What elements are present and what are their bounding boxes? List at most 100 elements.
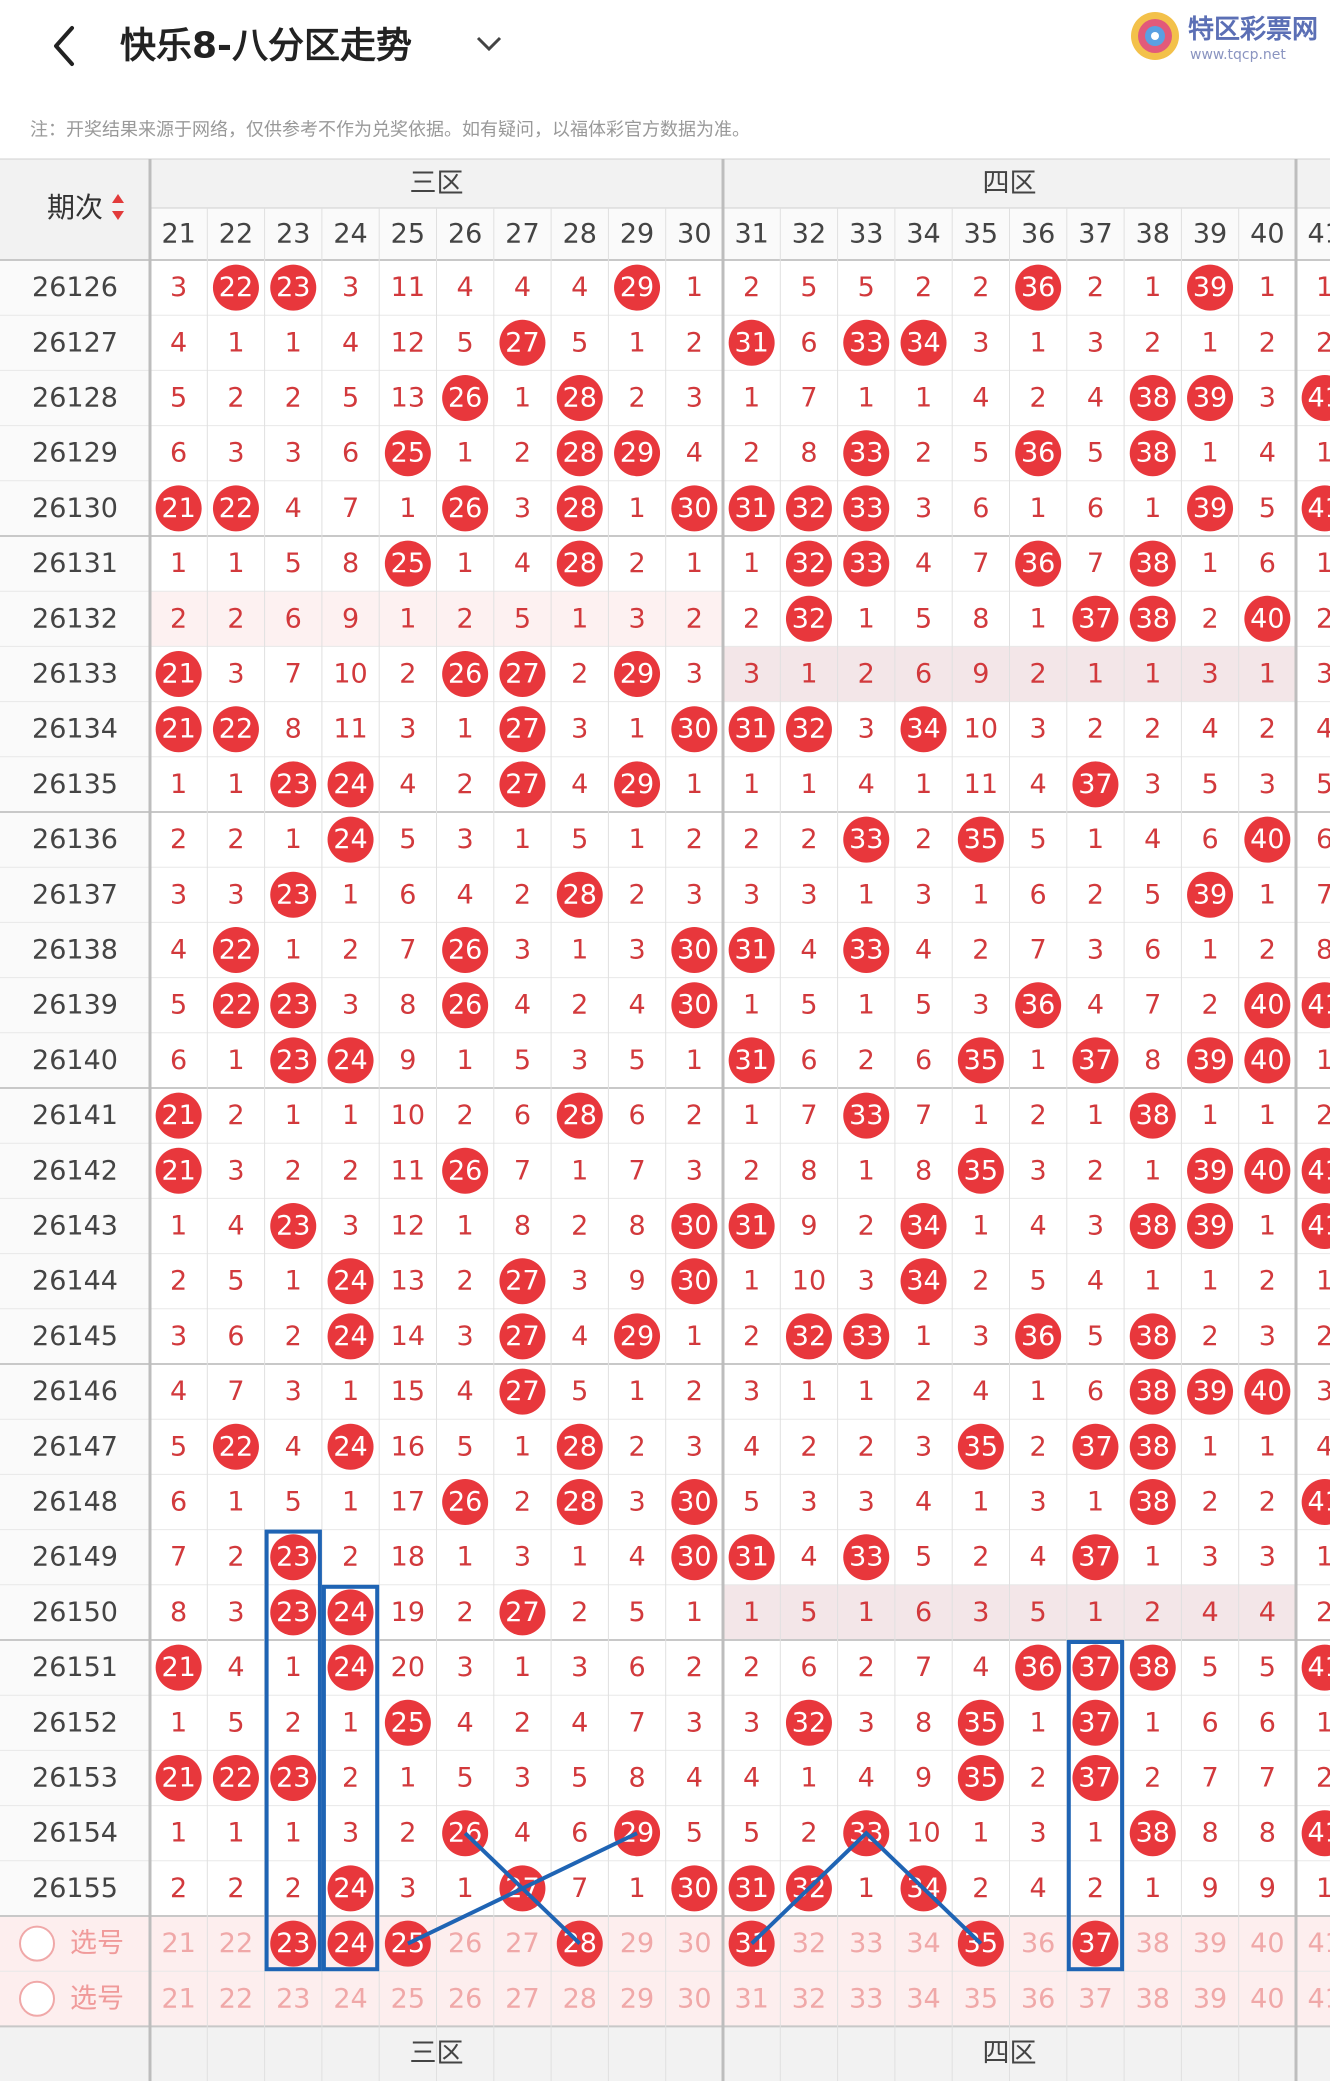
select-number[interactable]: 41 (1307, 1983, 1330, 2014)
miss-count: 3 (342, 272, 359, 303)
hit-ball (1072, 1755, 1119, 1801)
miss-count: 1 (1030, 603, 1047, 634)
select-number[interactable]: 36 (1021, 1983, 1055, 2014)
select-number[interactable]: 38 (1136, 1983, 1170, 2014)
select-number[interactable]: 31 (734, 1983, 768, 2014)
miss-count: 4 (800, 935, 817, 966)
column-number: 39 (1193, 219, 1227, 250)
hit-number: 22 (219, 272, 253, 303)
select-number[interactable]: 27 (505, 1983, 539, 2014)
select-number[interactable]: 40 (1250, 1983, 1284, 2014)
miss-count: 7 (1087, 548, 1104, 579)
select-number[interactable]: 40 (1250, 1928, 1284, 1959)
miss-count: 7 (628, 1707, 645, 1738)
hit-ball (1301, 1810, 1330, 1857)
hit-ball (270, 1534, 317, 1581)
selected-number[interactable]: 24 (333, 1928, 367, 1959)
hit-number: 39 (1193, 1376, 1227, 1407)
select-number[interactable]: 36 (1021, 1928, 1055, 1959)
select-number[interactable]: 21 (161, 1983, 195, 2014)
hit-number: 26 (448, 493, 482, 524)
miss-count: 8 (800, 438, 817, 469)
hit-ball (270, 871, 317, 918)
miss-count: 4 (628, 990, 645, 1021)
select-toggle[interactable] (19, 1925, 55, 1962)
select-number[interactable]: 39 (1193, 1928, 1227, 1959)
miss-count: 13 (391, 383, 425, 414)
miss-count: 6 (170, 438, 187, 469)
select-number[interactable]: 34 (906, 1983, 940, 2014)
select-number[interactable]: 32 (792, 1983, 826, 2014)
miss-count: 1 (1316, 1542, 1330, 1573)
select-number[interactable]: 37 (1078, 1983, 1112, 2014)
hit-ball (843, 1313, 890, 1360)
select-number[interactable]: 22 (219, 1928, 253, 1959)
select-number[interactable]: 21 (161, 1928, 195, 1959)
select-number[interactable]: 28 (563, 1983, 597, 2014)
column-number: 34 (906, 219, 940, 250)
miss-count: 2 (227, 603, 244, 634)
select-number[interactable]: 41 (1307, 1928, 1330, 1959)
select-number[interactable]: 30 (677, 1928, 711, 1959)
dropdown-arrow[interactable] (476, 36, 502, 52)
select-number[interactable]: 38 (1136, 1928, 1170, 1959)
select-number[interactable]: 23 (276, 1983, 310, 2014)
select-number[interactable]: 25 (391, 1983, 425, 2014)
miss-count: 5 (1144, 879, 1161, 910)
select-number[interactable]: 30 (677, 1983, 711, 2014)
select-number[interactable]: 29 (620, 1928, 654, 1959)
select-number[interactable]: 22 (219, 1983, 253, 2014)
select-number[interactable]: 26 (448, 1983, 482, 2014)
hit-number: 22 (219, 714, 253, 745)
selected-number[interactable]: 23 (276, 1928, 310, 1959)
miss-count: 1 (227, 769, 244, 800)
selected-number[interactable]: 37 (1078, 1928, 1112, 1959)
miss-count: 2 (743, 438, 760, 469)
miss-count: 5 (457, 1763, 474, 1794)
hit-ball (556, 1092, 603, 1139)
hit-number: 33 (849, 1321, 883, 1352)
select-number[interactable]: 35 (964, 1983, 998, 2014)
miss-count: 2 (571, 659, 588, 690)
miss-count: 10 (333, 659, 367, 690)
miss-count: 1 (285, 1100, 302, 1131)
hit-ball (270, 264, 317, 311)
select-number[interactable]: 39 (1193, 1983, 1227, 2014)
hit-number: 41 (1307, 1487, 1330, 1518)
miss-count: 3 (743, 1707, 760, 1738)
miss-count: 1 (227, 1818, 244, 1849)
select-number[interactable]: 32 (792, 1928, 826, 1959)
hit-ball (671, 485, 718, 532)
select-number[interactable]: 27 (505, 1928, 539, 1959)
select-number[interactable]: 26 (448, 1928, 482, 1959)
select-number[interactable]: 33 (849, 1928, 883, 1959)
hit-ball (499, 1258, 546, 1305)
hit-number: 22 (219, 493, 253, 524)
miss-count: 3 (227, 1155, 244, 1186)
miss-count: 8 (1144, 1045, 1161, 1076)
hit-ball (1244, 1147, 1291, 1194)
zone-label: 三区 (410, 168, 464, 199)
hit-number: 35 (964, 1155, 998, 1186)
back-button[interactable] (54, 26, 74, 66)
miss-count: 2 (1030, 659, 1047, 690)
hit-number: 26 (448, 1487, 482, 1518)
hit-number: 31 (734, 1873, 768, 1904)
select-number[interactable]: 34 (906, 1928, 940, 1959)
period: 26146 (32, 1376, 118, 1407)
hit-ball (442, 1147, 489, 1194)
hit-number: 27 (505, 1376, 539, 1407)
select-toggle[interactable] (19, 1980, 55, 2017)
miss-count: 3 (285, 1376, 302, 1407)
select-number[interactable]: 29 (620, 1983, 654, 2014)
miss-count: 3 (1030, 714, 1047, 745)
select-number[interactable]: 24 (333, 1983, 367, 2014)
miss-count: 1 (1087, 659, 1104, 690)
hit-number: 24 (333, 769, 367, 800)
select-number[interactable]: 33 (849, 1983, 883, 2014)
hit-number: 33 (849, 548, 883, 579)
miss-count: 2 (1144, 327, 1161, 358)
hit-ball (1129, 375, 1176, 421)
hit-number: 31 (734, 493, 768, 524)
miss-count: 1 (1316, 272, 1330, 303)
